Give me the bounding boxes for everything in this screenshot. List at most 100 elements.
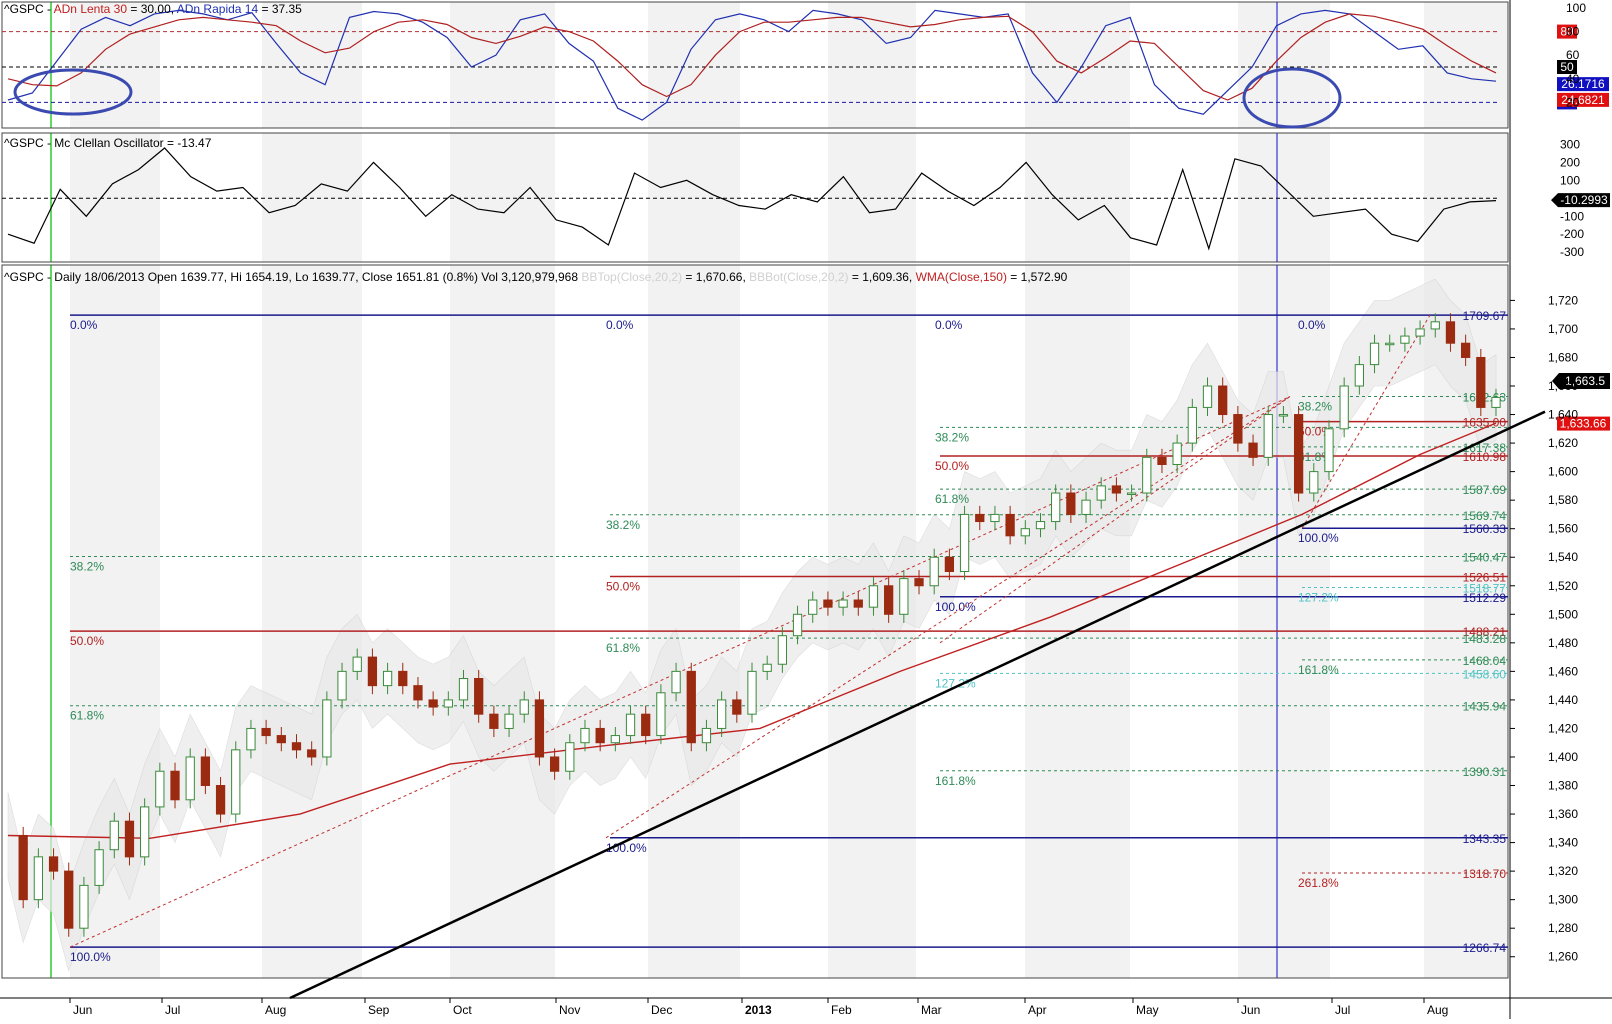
- mcclellan-y-tick: -100: [1560, 209, 1584, 223]
- candle-body: [686, 670, 696, 744]
- fib-price-label: 1587.69: [1463, 483, 1507, 497]
- fib-percent-label: 50.0%: [935, 459, 969, 473]
- fib-price-label: 1709.67: [1463, 309, 1507, 323]
- month-band: [1238, 265, 1330, 978]
- candle-body: [1172, 442, 1182, 465]
- candle-body: [610, 735, 620, 744]
- stoch-y-tick: 80: [1566, 25, 1580, 39]
- fib-price-label: 1635.00: [1463, 416, 1507, 430]
- candle-body: [1400, 335, 1410, 344]
- price-y-tick: 1,520: [1548, 579, 1578, 593]
- stoch-value-badge: [1557, 77, 1609, 92]
- candle-body: [975, 513, 985, 523]
- fib-percent-label: 50.0%: [1298, 425, 1332, 439]
- candle-body: [868, 585, 879, 608]
- candle-body: [580, 727, 590, 744]
- candle-body: [747, 670, 757, 715]
- stoch-title-symbol: ^GSPC -: [4, 2, 54, 16]
- month-band: [1424, 133, 1508, 262]
- highlight-ellipse-left: [13, 68, 133, 116]
- candle-body: [1202, 385, 1213, 408]
- candle-body: [443, 699, 453, 708]
- highlight-ellipse-right: [1242, 67, 1342, 129]
- price-y-tick: 1,320: [1548, 864, 1578, 878]
- wma-value-badge: [1557, 416, 1610, 431]
- candle-body: [1385, 342, 1395, 346]
- candle-body: [18, 834, 28, 901]
- candle-body: [48, 856, 59, 872]
- candle-body: [246, 727, 256, 751]
- candle-body: [382, 670, 393, 687]
- price-y-tick: 1,480: [1548, 636, 1578, 650]
- candle-body: [914, 578, 924, 587]
- x-tick-label: Sep: [368, 1003, 390, 1017]
- wma-value-badge-label: 1,633.66: [1560, 417, 1607, 431]
- mcclellan-y-tick: -200: [1560, 227, 1584, 241]
- fib-percent-label: 127.2%: [935, 676, 976, 690]
- price-title-wma-value: = 1,572.90: [1007, 270, 1068, 284]
- mcclellan-value-badge: [1551, 193, 1610, 208]
- fib-percent-label: 50.0%: [606, 579, 640, 593]
- candle-body: [109, 820, 119, 851]
- candle-body: [565, 742, 575, 772]
- candle-body: [200, 756, 211, 787]
- fib-percent-label: 0.0%: [70, 318, 98, 332]
- x-tick-label: Jun: [1241, 1003, 1260, 1017]
- candle-body: [1430, 321, 1440, 330]
- candle-body: [1293, 414, 1304, 494]
- candle-body: [701, 727, 712, 744]
- fib-percent-label: 38.2%: [606, 518, 640, 532]
- fib-fan-line: [69, 396, 1291, 948]
- candle-body: [1369, 342, 1380, 366]
- candle-body: [1248, 442, 1258, 458]
- fib-percent-label: 0.0%: [1298, 318, 1326, 332]
- price-y-tick: 1,280: [1548, 921, 1578, 935]
- candle-body: [656, 692, 666, 737]
- candle-body: [1081, 499, 1091, 515]
- candle-body: [1415, 328, 1425, 337]
- stoch-value-badge-label: 24.6821: [1561, 93, 1605, 107]
- candle-body: [1309, 471, 1319, 494]
- candle-body: [185, 756, 195, 801]
- x-tick-label: Mar: [921, 1003, 942, 1017]
- candle-body: [1066, 492, 1076, 515]
- price-y-tick: 1,380: [1548, 779, 1578, 793]
- fib-price-label: 1512.29: [1463, 591, 1507, 605]
- candle-body: [155, 770, 165, 808]
- stoch-level-badge: [1557, 60, 1577, 74]
- candle-body: [367, 656, 378, 687]
- candle-body: [838, 599, 848, 608]
- fib-price-label: 1266.74: [1463, 941, 1507, 955]
- fib-fan-line: [605, 396, 1291, 839]
- month-band: [262, 2, 362, 128]
- mcclellan-value-badge-label: -10.2993: [1560, 193, 1608, 207]
- x-tick-label: Dec: [651, 1003, 672, 1017]
- price-y-tick: 1,700: [1548, 322, 1578, 336]
- candle-body: [1476, 356, 1486, 408]
- candle-body: [671, 670, 681, 694]
- candle-body: [231, 749, 241, 815]
- price-y-tick: 1,660: [1548, 379, 1578, 393]
- mcclellan-y-tick: -300: [1560, 245, 1584, 259]
- candle-body: [944, 556, 955, 572]
- fib-fan-line: [939, 396, 1291, 644]
- stoch-y-tick: 100: [1566, 1, 1586, 15]
- candle-body: [1324, 428, 1334, 473]
- mcclellan-y-tick: 300: [1560, 137, 1580, 151]
- fib-price-label: 1488.21: [1463, 625, 1507, 639]
- candle-body: [1218, 385, 1228, 416]
- month-band: [262, 133, 362, 262]
- month-band: [450, 265, 555, 978]
- candle-body: [1051, 492, 1061, 523]
- candle-body: [823, 599, 833, 608]
- price-title-bbtop-name: BBTop(Close,20,2): [581, 270, 682, 284]
- stoch-title-slow-value: = 30.00,: [127, 2, 177, 16]
- candle-body: [519, 699, 529, 715]
- price-y-tick: 1,440: [1548, 693, 1578, 707]
- month-band: [450, 2, 555, 128]
- candle-body: [549, 756, 560, 772]
- candle-body: [1233, 414, 1243, 444]
- candle-body: [1126, 492, 1137, 496]
- candle-body: [79, 884, 89, 929]
